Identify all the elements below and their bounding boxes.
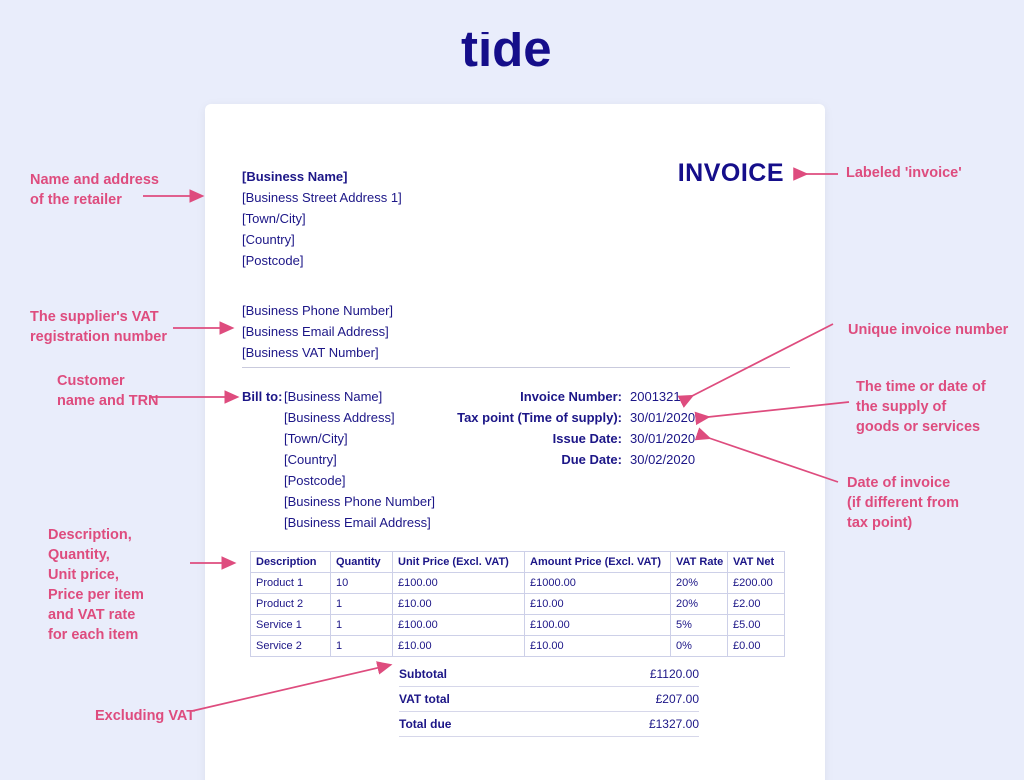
svg-text:tide: tide bbox=[461, 32, 552, 74]
